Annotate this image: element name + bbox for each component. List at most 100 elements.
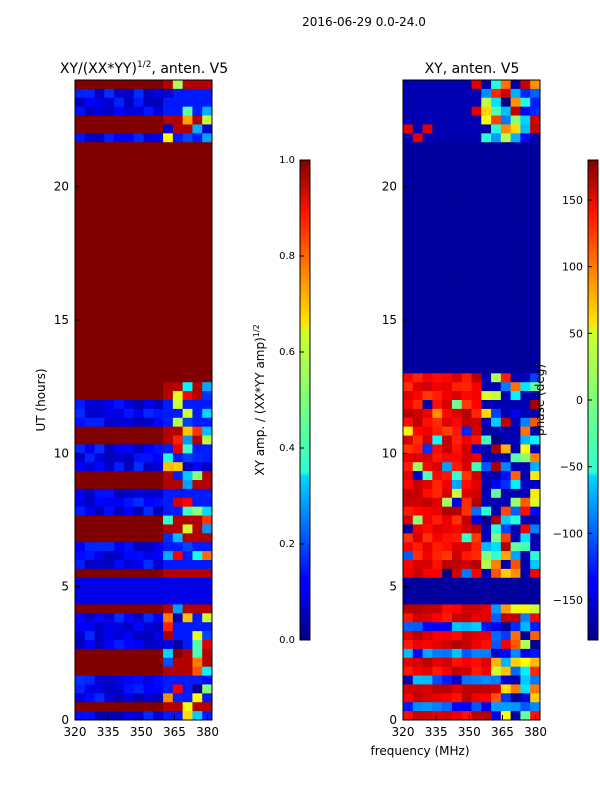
heatmap-cell bbox=[192, 115, 203, 125]
heatmap-cell bbox=[510, 666, 521, 676]
heatmap-cell bbox=[75, 631, 86, 641]
heatmap-cell bbox=[530, 657, 541, 668]
heatmap-cell bbox=[123, 471, 135, 481]
heatmap-cell bbox=[422, 275, 433, 285]
heatmap-cell bbox=[412, 515, 423, 525]
heatmap-cell bbox=[202, 471, 213, 481]
heatmap-cell bbox=[84, 320, 95, 330]
heatmap-cell bbox=[412, 640, 423, 650]
heatmap-cell bbox=[422, 177, 433, 188]
heatmap-cell bbox=[202, 320, 213, 330]
heatmap-cell bbox=[451, 524, 463, 534]
heatmap-cell bbox=[481, 435, 492, 445]
heatmap-cell bbox=[182, 506, 193, 516]
heatmap-cell bbox=[451, 382, 463, 392]
heatmap-cell bbox=[114, 408, 125, 419]
heatmap-cell bbox=[163, 631, 174, 641]
heatmap-cell bbox=[442, 382, 453, 392]
heatmap-cell bbox=[75, 328, 86, 339]
heatmap-cell bbox=[153, 266, 164, 276]
heatmap-cell bbox=[143, 302, 154, 312]
heatmap-cell bbox=[500, 133, 512, 143]
heatmap-cell bbox=[114, 168, 125, 179]
heatmap-cell bbox=[94, 622, 105, 632]
heatmap-cell bbox=[114, 311, 125, 321]
heatmap-cell bbox=[422, 631, 433, 641]
heatmap-cell bbox=[94, 488, 105, 499]
heatmap-cell bbox=[172, 551, 184, 561]
heatmap-cell bbox=[114, 80, 125, 90]
heatmap-cell bbox=[471, 631, 482, 641]
heatmap-cell bbox=[500, 435, 512, 445]
heatmap-cell bbox=[520, 560, 531, 570]
heatmap-cell bbox=[104, 133, 115, 143]
heatmap-cell bbox=[530, 408, 541, 419]
heatmap-cell bbox=[104, 542, 115, 552]
heatmap-cell bbox=[403, 497, 414, 508]
heatmap-cell bbox=[114, 444, 125, 454]
heatmap-cell bbox=[500, 97, 512, 108]
heatmap-cell bbox=[432, 293, 443, 303]
heatmap-cell bbox=[182, 684, 193, 694]
heatmap-cell bbox=[451, 577, 463, 588]
heatmap-cell bbox=[412, 506, 423, 516]
heatmap-cell bbox=[442, 693, 453, 703]
heatmap-cell bbox=[163, 426, 174, 436]
heatmap-cell bbox=[491, 195, 502, 205]
heatmap-cell bbox=[432, 408, 443, 419]
heatmap-cell bbox=[442, 311, 453, 321]
heatmap-cell bbox=[403, 586, 414, 596]
heatmap-cell bbox=[500, 231, 512, 241]
heatmap-cell bbox=[182, 568, 193, 579]
heatmap-cell bbox=[133, 346, 144, 356]
heatmap-cell bbox=[192, 293, 203, 303]
heatmap-cell bbox=[202, 97, 213, 108]
heatmap-cell bbox=[510, 133, 521, 143]
heatmap-cell bbox=[94, 400, 105, 410]
heatmap-cell bbox=[520, 417, 531, 428]
heatmap-cell bbox=[133, 568, 144, 579]
heatmap-cell bbox=[123, 142, 135, 152]
heatmap-cell bbox=[94, 266, 105, 276]
heatmap-cell bbox=[123, 302, 135, 312]
heatmap-cell bbox=[123, 648, 135, 659]
heatmap-cell bbox=[481, 160, 492, 170]
heatmap-cell bbox=[75, 373, 86, 383]
heatmap-cell bbox=[481, 133, 492, 143]
heatmap-cell bbox=[75, 426, 86, 436]
heatmap-cell bbox=[75, 391, 86, 401]
x-tick-label: 365 bbox=[491, 725, 514, 739]
heatmap-cell bbox=[172, 568, 184, 579]
heatmap-cell bbox=[192, 613, 203, 623]
heatmap-cell bbox=[403, 471, 414, 481]
heatmap-cell bbox=[123, 204, 135, 214]
heatmap-cell bbox=[510, 613, 521, 623]
heatmap-cell bbox=[104, 124, 115, 134]
heatmap-cell bbox=[442, 133, 453, 143]
heatmap-cell bbox=[133, 586, 144, 596]
heatmap-cell bbox=[510, 97, 521, 108]
left-colorbar-label: XY amp. / (XX*YY amp)1/2 bbox=[252, 324, 267, 475]
heatmap-cell bbox=[530, 693, 541, 703]
heatmap-cell bbox=[481, 151, 492, 161]
heatmap-cell bbox=[143, 266, 154, 276]
heatmap-cell bbox=[442, 186, 453, 196]
heatmap-cell bbox=[143, 453, 154, 463]
heatmap-cell bbox=[530, 648, 541, 659]
heatmap-cell bbox=[530, 204, 541, 214]
heatmap-cell bbox=[432, 346, 443, 356]
heatmap-cell bbox=[510, 142, 521, 152]
heatmap-cell bbox=[451, 666, 463, 676]
heatmap-cell bbox=[133, 151, 144, 161]
heatmap-cell bbox=[163, 231, 174, 241]
heatmap-cell bbox=[500, 124, 512, 134]
heatmap-cell bbox=[94, 426, 105, 436]
heatmap-cell bbox=[202, 497, 213, 508]
heatmap-cell bbox=[182, 693, 193, 703]
heatmap-cell bbox=[451, 284, 463, 294]
heatmap-cell bbox=[163, 97, 174, 108]
heatmap-cell bbox=[123, 551, 135, 561]
heatmap-cell bbox=[84, 373, 95, 383]
heatmap-cell bbox=[432, 186, 443, 196]
left-x-ticks: 320 335 350 365 380 bbox=[64, 715, 219, 739]
